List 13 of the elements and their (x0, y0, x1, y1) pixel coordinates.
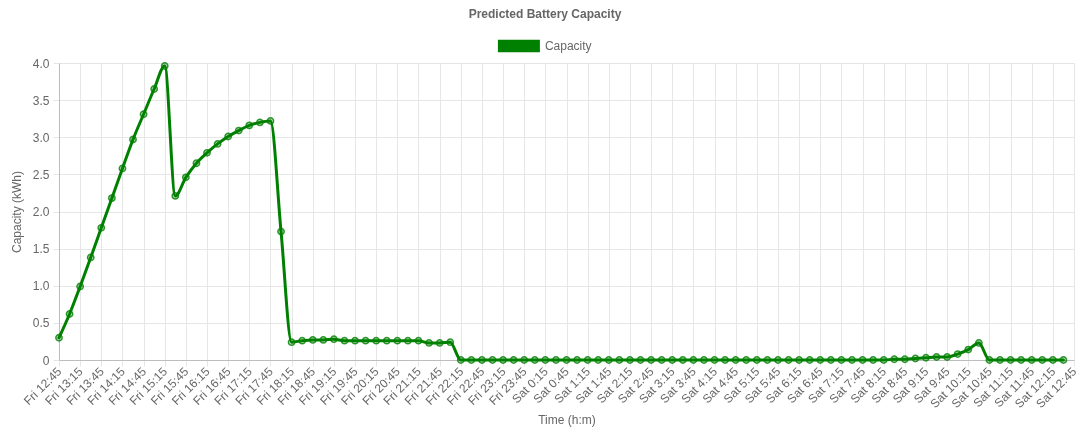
y-tick-label: 1.0 (32, 279, 50, 294)
y-tick-label: 3.5 (32, 93, 50, 108)
y-tick-label: 2.5 (32, 167, 50, 182)
y-tick-label: 0 (42, 353, 50, 368)
chart-title: Predicted Battery Capacity (468, 7, 622, 21)
y-tick-label: 3.0 (32, 130, 50, 145)
y-tick-label: 1.5 (32, 242, 50, 257)
y-tick-label: 0.5 (32, 316, 50, 331)
legend-label: Capacity (544, 39, 592, 53)
y-tick-label: 4.0 (32, 56, 50, 71)
y-axis-title: Capacity (kWh) (9, 170, 24, 254)
x-axis-title: Time (h:m) (538, 412, 596, 427)
y-tick-label: 2.0 (32, 205, 50, 219)
